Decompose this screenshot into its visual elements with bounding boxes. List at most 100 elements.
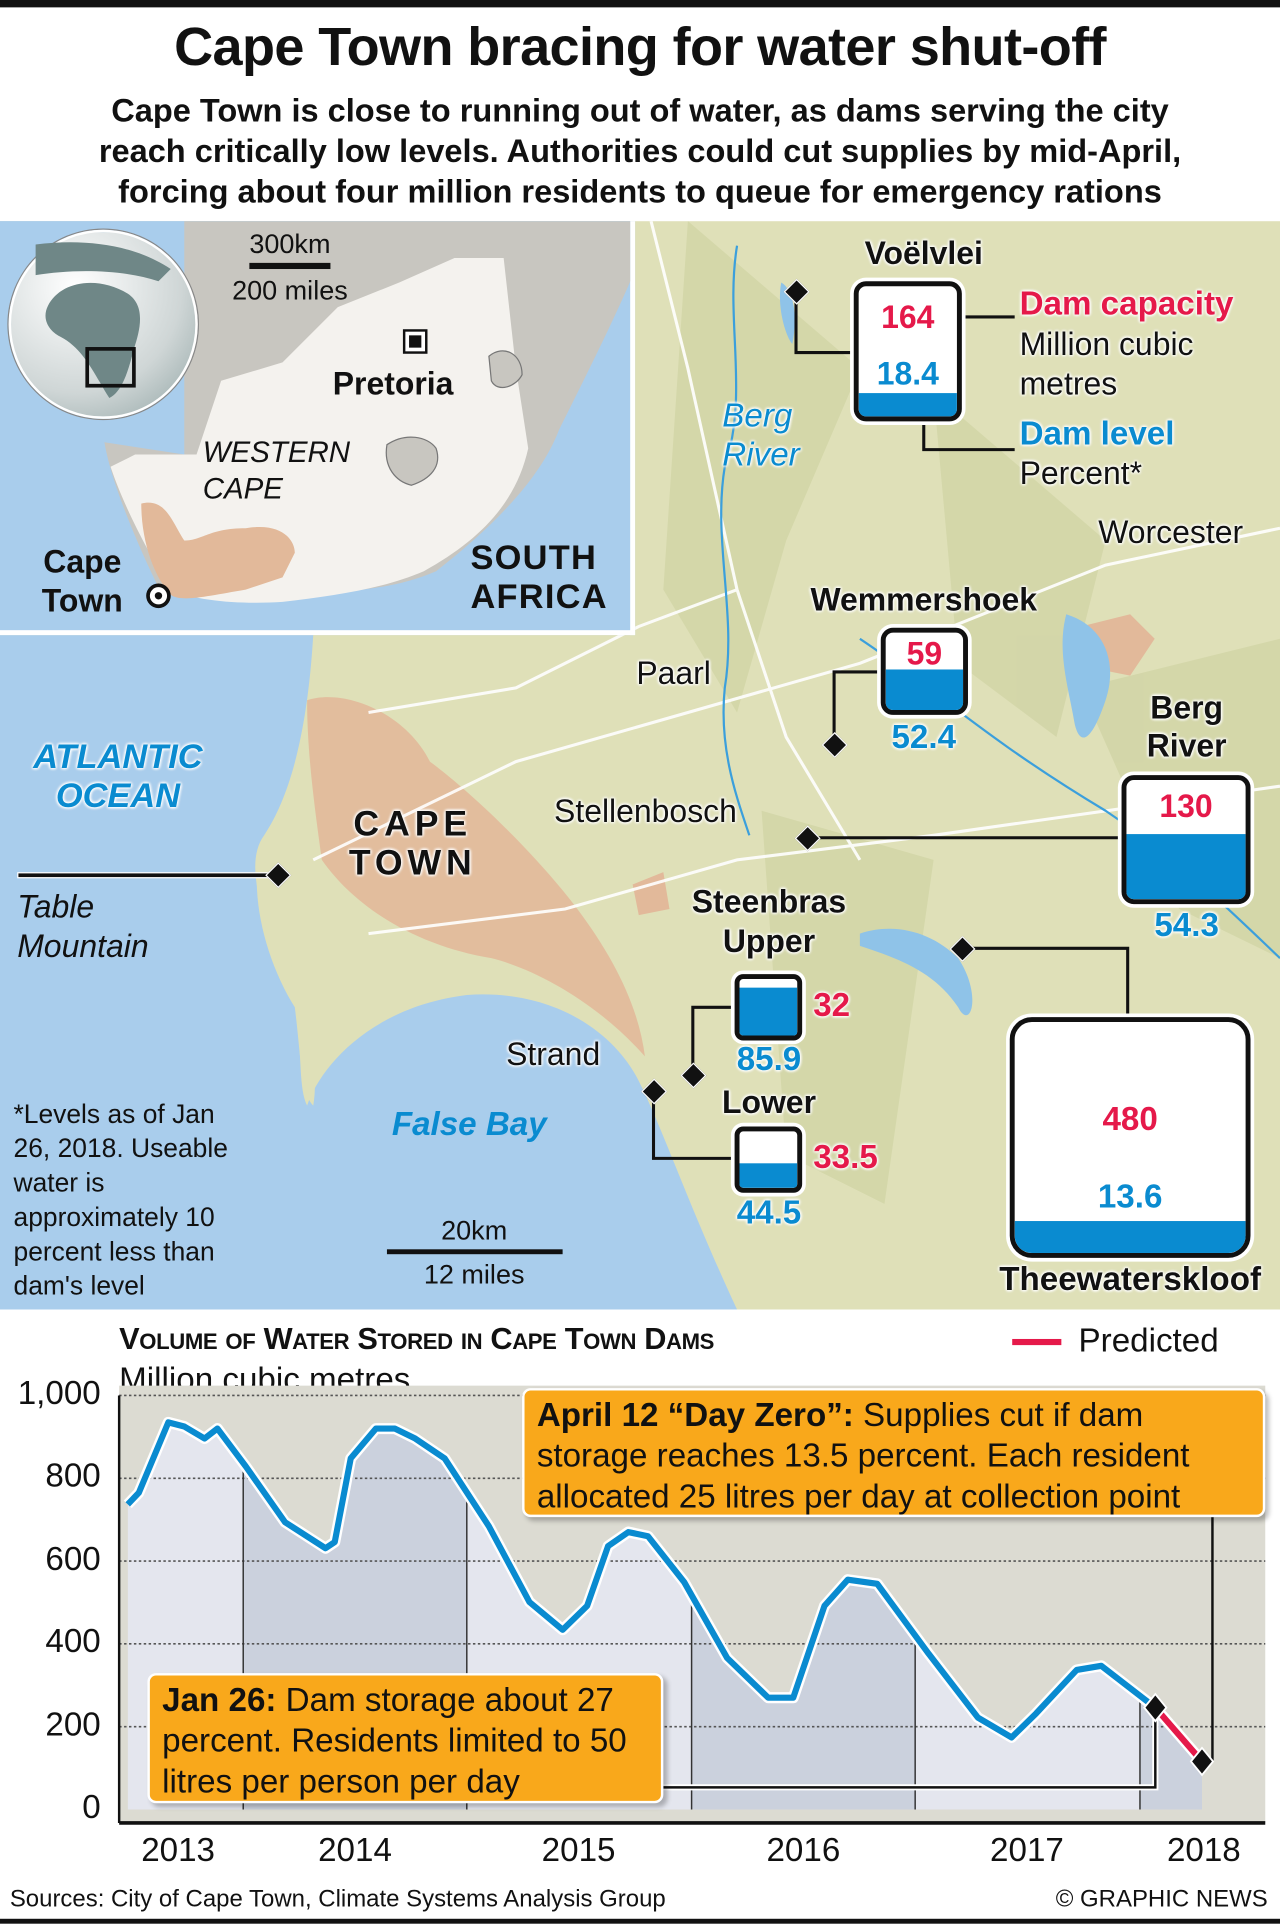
subtitle-line: reach critically low levels. Authorities… <box>98 132 1182 170</box>
capacity-value: 480 <box>1102 1100 1158 1138</box>
jan26-leader <box>663 1707 1157 1789</box>
dam-name-steenbras-upper-2: Upper <box>722 922 816 960</box>
level-value: 54.3 <box>1154 906 1219 944</box>
x-tick-label: 2017 <box>990 1831 1064 1869</box>
capacity-value: 164 <box>881 298 935 336</box>
credit: © GRAPHIC NEWS <box>1055 1885 1268 1913</box>
jan-26-annotation: Jan 26: Dam storage about 27 percent. Re… <box>147 1673 664 1804</box>
label-cape-town-city-2: TOWN <box>348 843 477 884</box>
key-capacity-unit-2: metres <box>1019 364 1118 402</box>
y-tick-label: 600 <box>45 1540 101 1578</box>
level-value: 44.5 <box>736 1194 802 1231</box>
label-atlantic-ocean-2: OCEAN <box>55 776 181 815</box>
label-table-mountain: Table <box>17 888 95 925</box>
footnote: *Levels as of Jan 26, 2018. Useable wate… <box>13 1099 228 1301</box>
bottom-rule <box>0 1918 1280 1924</box>
gauge-steenbras-upper <box>734 974 803 1041</box>
scale-miles: 200 miles <box>232 275 348 306</box>
capacity-value: 32 <box>813 986 851 1024</box>
sources: Sources: City of Cape Town, Climate Syst… <box>9 1885 666 1913</box>
label-south-africa: SOUTH <box>470 538 598 577</box>
level-fill <box>858 392 957 417</box>
scale-km: 300km <box>249 228 331 260</box>
label-false-bay: False Bay <box>391 1105 547 1143</box>
annotation-text: Dam storage about 27 percent. Residents … <box>162 1681 627 1800</box>
level-fill <box>739 1162 798 1188</box>
label-cape-town: Cape <box>43 542 122 580</box>
predicted-line <box>1152 1705 1205 1764</box>
label-berg-river: Berg <box>722 396 793 434</box>
level-fill <box>1126 834 1246 900</box>
y-tick-label: 0 <box>82 1788 101 1826</box>
key-level-title: Dam level <box>1019 415 1175 453</box>
dam-name-wemmershoek: Wemmershoek <box>810 581 1038 618</box>
label-cape-town-city: CAPE <box>353 804 473 844</box>
dam-name-theewaterskloof: Theewaterskloof <box>999 1260 1262 1298</box>
key-capacity-unit: Million cubic <box>1019 325 1194 363</box>
level-value: 18.4 <box>876 355 939 392</box>
x-tick-label: 2015 <box>541 1831 616 1869</box>
dam-name-berg-river-2: River <box>1146 727 1227 765</box>
day-zero-annotation: April 12 “Day Zero”: Supplies cut if dam… <box>522 1388 1266 1518</box>
label-cape-town-2: Town <box>41 582 123 620</box>
dam-name-voelvlei: Voëlvlei <box>864 234 983 272</box>
y-tick-label: 400 <box>45 1622 101 1660</box>
y-tick-label: 800 <box>45 1457 101 1495</box>
label-western-cape-2: CAPE <box>202 472 283 507</box>
label-atlantic-ocean: ATLANTIC <box>33 737 203 776</box>
key-capacity-title: Dam capacity <box>1019 284 1234 322</box>
capacity-value: 59 <box>906 635 943 672</box>
capacity-value: 130 <box>1159 787 1213 825</box>
y-tick-label: 200 <box>45 1705 101 1743</box>
data-point-marker <box>1143 1692 1168 1723</box>
level-value: 85.9 <box>736 1040 802 1078</box>
x-tick-label: 2013 <box>141 1831 216 1869</box>
top-rule <box>0 0 1280 8</box>
annotation-label: Jan 26: <box>162 1681 277 1719</box>
level-fill <box>885 669 964 711</box>
subtitle-line: Cape Town is close to running out of wat… <box>111 92 1169 129</box>
label-strand: Strand <box>506 1035 601 1073</box>
label-pretoria: Pretoria <box>332 364 454 402</box>
gauge-steenbras-lower <box>734 1126 803 1193</box>
page-title: Cape Town bracing for water shut-off <box>174 17 1106 78</box>
subtitle-line: forcing about four million residents to … <box>118 173 1162 211</box>
volume-line <box>125 1419 1158 1741</box>
gauge-theewaterskloof: 480 13.6 <box>1009 1017 1251 1258</box>
x-tick-label: 2018 <box>1166 1831 1241 1869</box>
dam-name-steenbras-lower: Lower <box>721 1083 817 1121</box>
data-point-marker <box>1189 1746 1215 1777</box>
gauge-voelvlei: 164 18.4 <box>853 281 962 422</box>
map-scale-bar <box>386 1249 563 1255</box>
label-western-cape: WESTERN <box>202 436 351 470</box>
x-tick-label: 2016 <box>766 1831 841 1869</box>
label-berg-river-2: River <box>722 436 800 473</box>
level-fill <box>1014 1221 1246 1253</box>
predicted-legend-swatch <box>1012 1338 1062 1346</box>
label-paarl: Paarl <box>636 654 711 692</box>
label-south-africa-2: AFRICA <box>470 577 608 616</box>
dam-connectors <box>651 291 1130 1160</box>
y-tick-label: 1,000 <box>17 1374 101 1412</box>
map-scale-km: 20km <box>441 1214 508 1246</box>
gauge-wemmershoek: 59 <box>880 627 968 715</box>
dam-name-steenbras-upper: Steenbras <box>691 883 847 921</box>
chart-title: Volume of Water Stored in Cape Town Dams <box>119 1321 715 1357</box>
legend-predicted: Predicted <box>1078 1321 1219 1359</box>
capacity-value: 33.5 <box>813 1138 878 1176</box>
key-level-unit: Percent* <box>1019 454 1143 492</box>
map-scale-miles: 12 miles <box>423 1259 525 1290</box>
label-table-mountain-2: Mountain <box>17 927 149 965</box>
capital-icon <box>402 329 428 354</box>
level-value: 13.6 <box>1097 1178 1163 1215</box>
dam-name-berg-river: Berg <box>1150 689 1224 726</box>
label-worcester: Worcester <box>1098 513 1244 551</box>
annotation-text: Supplies cut if dam storage reaches 13.5… <box>536 1396 1190 1515</box>
scale-bar <box>249 262 331 270</box>
level-value: 52.4 <box>891 718 957 756</box>
annotation-label: April 12 “Day Zero”: <box>536 1396 854 1434</box>
leader-line <box>18 873 271 878</box>
inset-map: 300km 200 miles Pretoria WESTERN CAPE Ca… <box>0 221 636 636</box>
